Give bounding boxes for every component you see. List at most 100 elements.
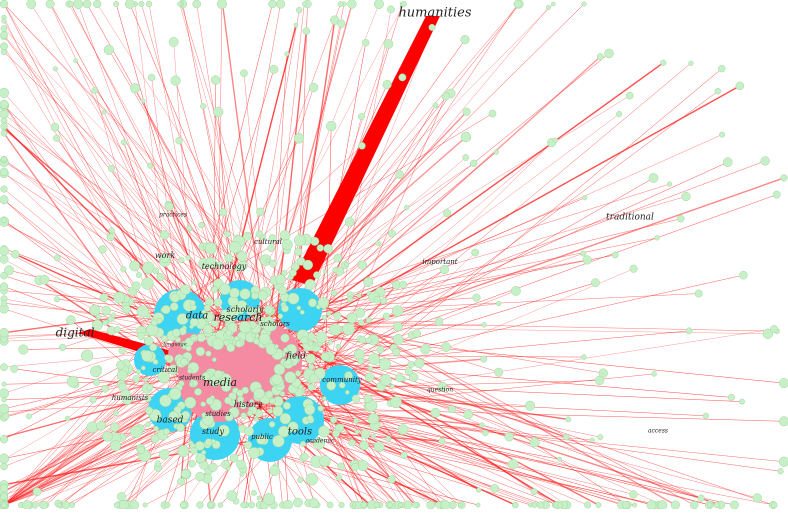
leaf-node <box>225 254 233 262</box>
leaf-node <box>317 245 324 252</box>
leaf-node <box>68 1 73 6</box>
node-label: traditional <box>606 213 654 223</box>
leaf-node <box>283 500 293 509</box>
leaf-node <box>162 305 171 314</box>
leaf-node <box>374 0 383 9</box>
leaf-node <box>295 371 300 376</box>
leaf-node <box>324 244 333 253</box>
leaf-node <box>155 461 161 467</box>
node-label: question <box>427 387 453 394</box>
leaf-node <box>358 320 364 326</box>
leaf-node <box>333 312 340 319</box>
leaf-node <box>270 465 280 475</box>
leaf-node <box>590 438 595 443</box>
leaf-node <box>170 303 178 311</box>
leaf-node <box>582 196 587 201</box>
leaf-node <box>671 501 680 509</box>
node-label: practices <box>159 212 187 219</box>
leaf-node <box>164 355 170 361</box>
leaf-node <box>39 501 47 509</box>
leaf-node <box>177 478 184 485</box>
leaf-node <box>144 377 148 381</box>
leaf-node <box>413 502 419 508</box>
leaf-node <box>442 92 450 100</box>
leaf-node <box>199 222 205 228</box>
node-label: media <box>203 376 237 389</box>
leaf-node <box>677 215 684 222</box>
node-label: public <box>251 433 273 441</box>
leaf-node <box>212 338 224 350</box>
leaf-node <box>146 324 158 336</box>
leaf-node <box>2 218 7 223</box>
leaf-node <box>390 384 394 388</box>
leaf-node <box>130 426 142 438</box>
leaf-node <box>0 435 8 443</box>
leaf-node <box>707 503 712 508</box>
leaf-node <box>133 375 140 382</box>
leaf-node <box>309 364 314 369</box>
leaf-node <box>508 459 518 469</box>
leaf-node <box>92 88 98 94</box>
leaf-node <box>62 501 70 509</box>
leaf-node <box>278 314 283 319</box>
leaf-node <box>470 160 477 167</box>
leaf-node <box>145 407 153 415</box>
leaf-node <box>265 259 269 263</box>
leaf-node <box>59 344 66 351</box>
leaf-node <box>172 329 180 337</box>
leaf-node <box>296 7 302 13</box>
leaf-node <box>360 441 369 450</box>
leaf-node <box>214 298 222 306</box>
leaf-node <box>359 142 366 149</box>
leaf-node <box>318 406 324 412</box>
leaf-node <box>377 346 384 353</box>
leaf-node <box>89 305 100 316</box>
leaf-node <box>259 333 270 344</box>
leaf-node <box>598 435 603 440</box>
leaf-node <box>429 24 435 30</box>
leaf-node <box>366 317 372 323</box>
leaf-node <box>489 110 496 117</box>
leaf-node <box>348 0 357 8</box>
leaf-node <box>715 88 721 94</box>
node-label: field <box>285 352 306 362</box>
leaf-node <box>11 250 19 258</box>
node-label: academic <box>306 438 336 445</box>
leaf-node <box>180 358 187 365</box>
leaf-node <box>584 502 590 508</box>
leaf-node <box>139 1 144 6</box>
leaf-node <box>1 272 8 279</box>
leaf-node <box>778 468 784 474</box>
leaf-node <box>302 2 306 6</box>
leaf-node <box>345 390 349 394</box>
leaf-node <box>258 291 268 301</box>
leaf-node <box>0 364 7 371</box>
leaf-node <box>1 26 7 32</box>
leaf-node <box>771 502 777 508</box>
leaf-node <box>289 269 296 276</box>
node-label: important <box>422 258 457 266</box>
leaf-node <box>473 294 481 302</box>
leaf-node <box>358 460 369 471</box>
leaf-node <box>464 410 473 419</box>
leaf-node <box>779 417 788 427</box>
leaf-node <box>149 343 157 351</box>
leaf-node <box>354 418 359 423</box>
leaf-node <box>178 445 189 456</box>
leaf-node <box>256 231 263 238</box>
leaf-node <box>299 385 304 390</box>
leaf-node <box>388 476 396 484</box>
leaf-node <box>119 383 127 391</box>
leaf-node <box>363 277 372 286</box>
leaf-node <box>74 59 78 63</box>
leaf-node <box>284 52 289 57</box>
leaf-node <box>496 301 501 306</box>
leaf-node <box>137 446 145 454</box>
leaf-node <box>343 323 355 335</box>
leaf-node <box>147 384 153 390</box>
leaf-node <box>366 337 372 343</box>
leaf-node <box>323 269 327 273</box>
leaf-node <box>330 416 337 423</box>
leaf-node <box>99 245 107 253</box>
